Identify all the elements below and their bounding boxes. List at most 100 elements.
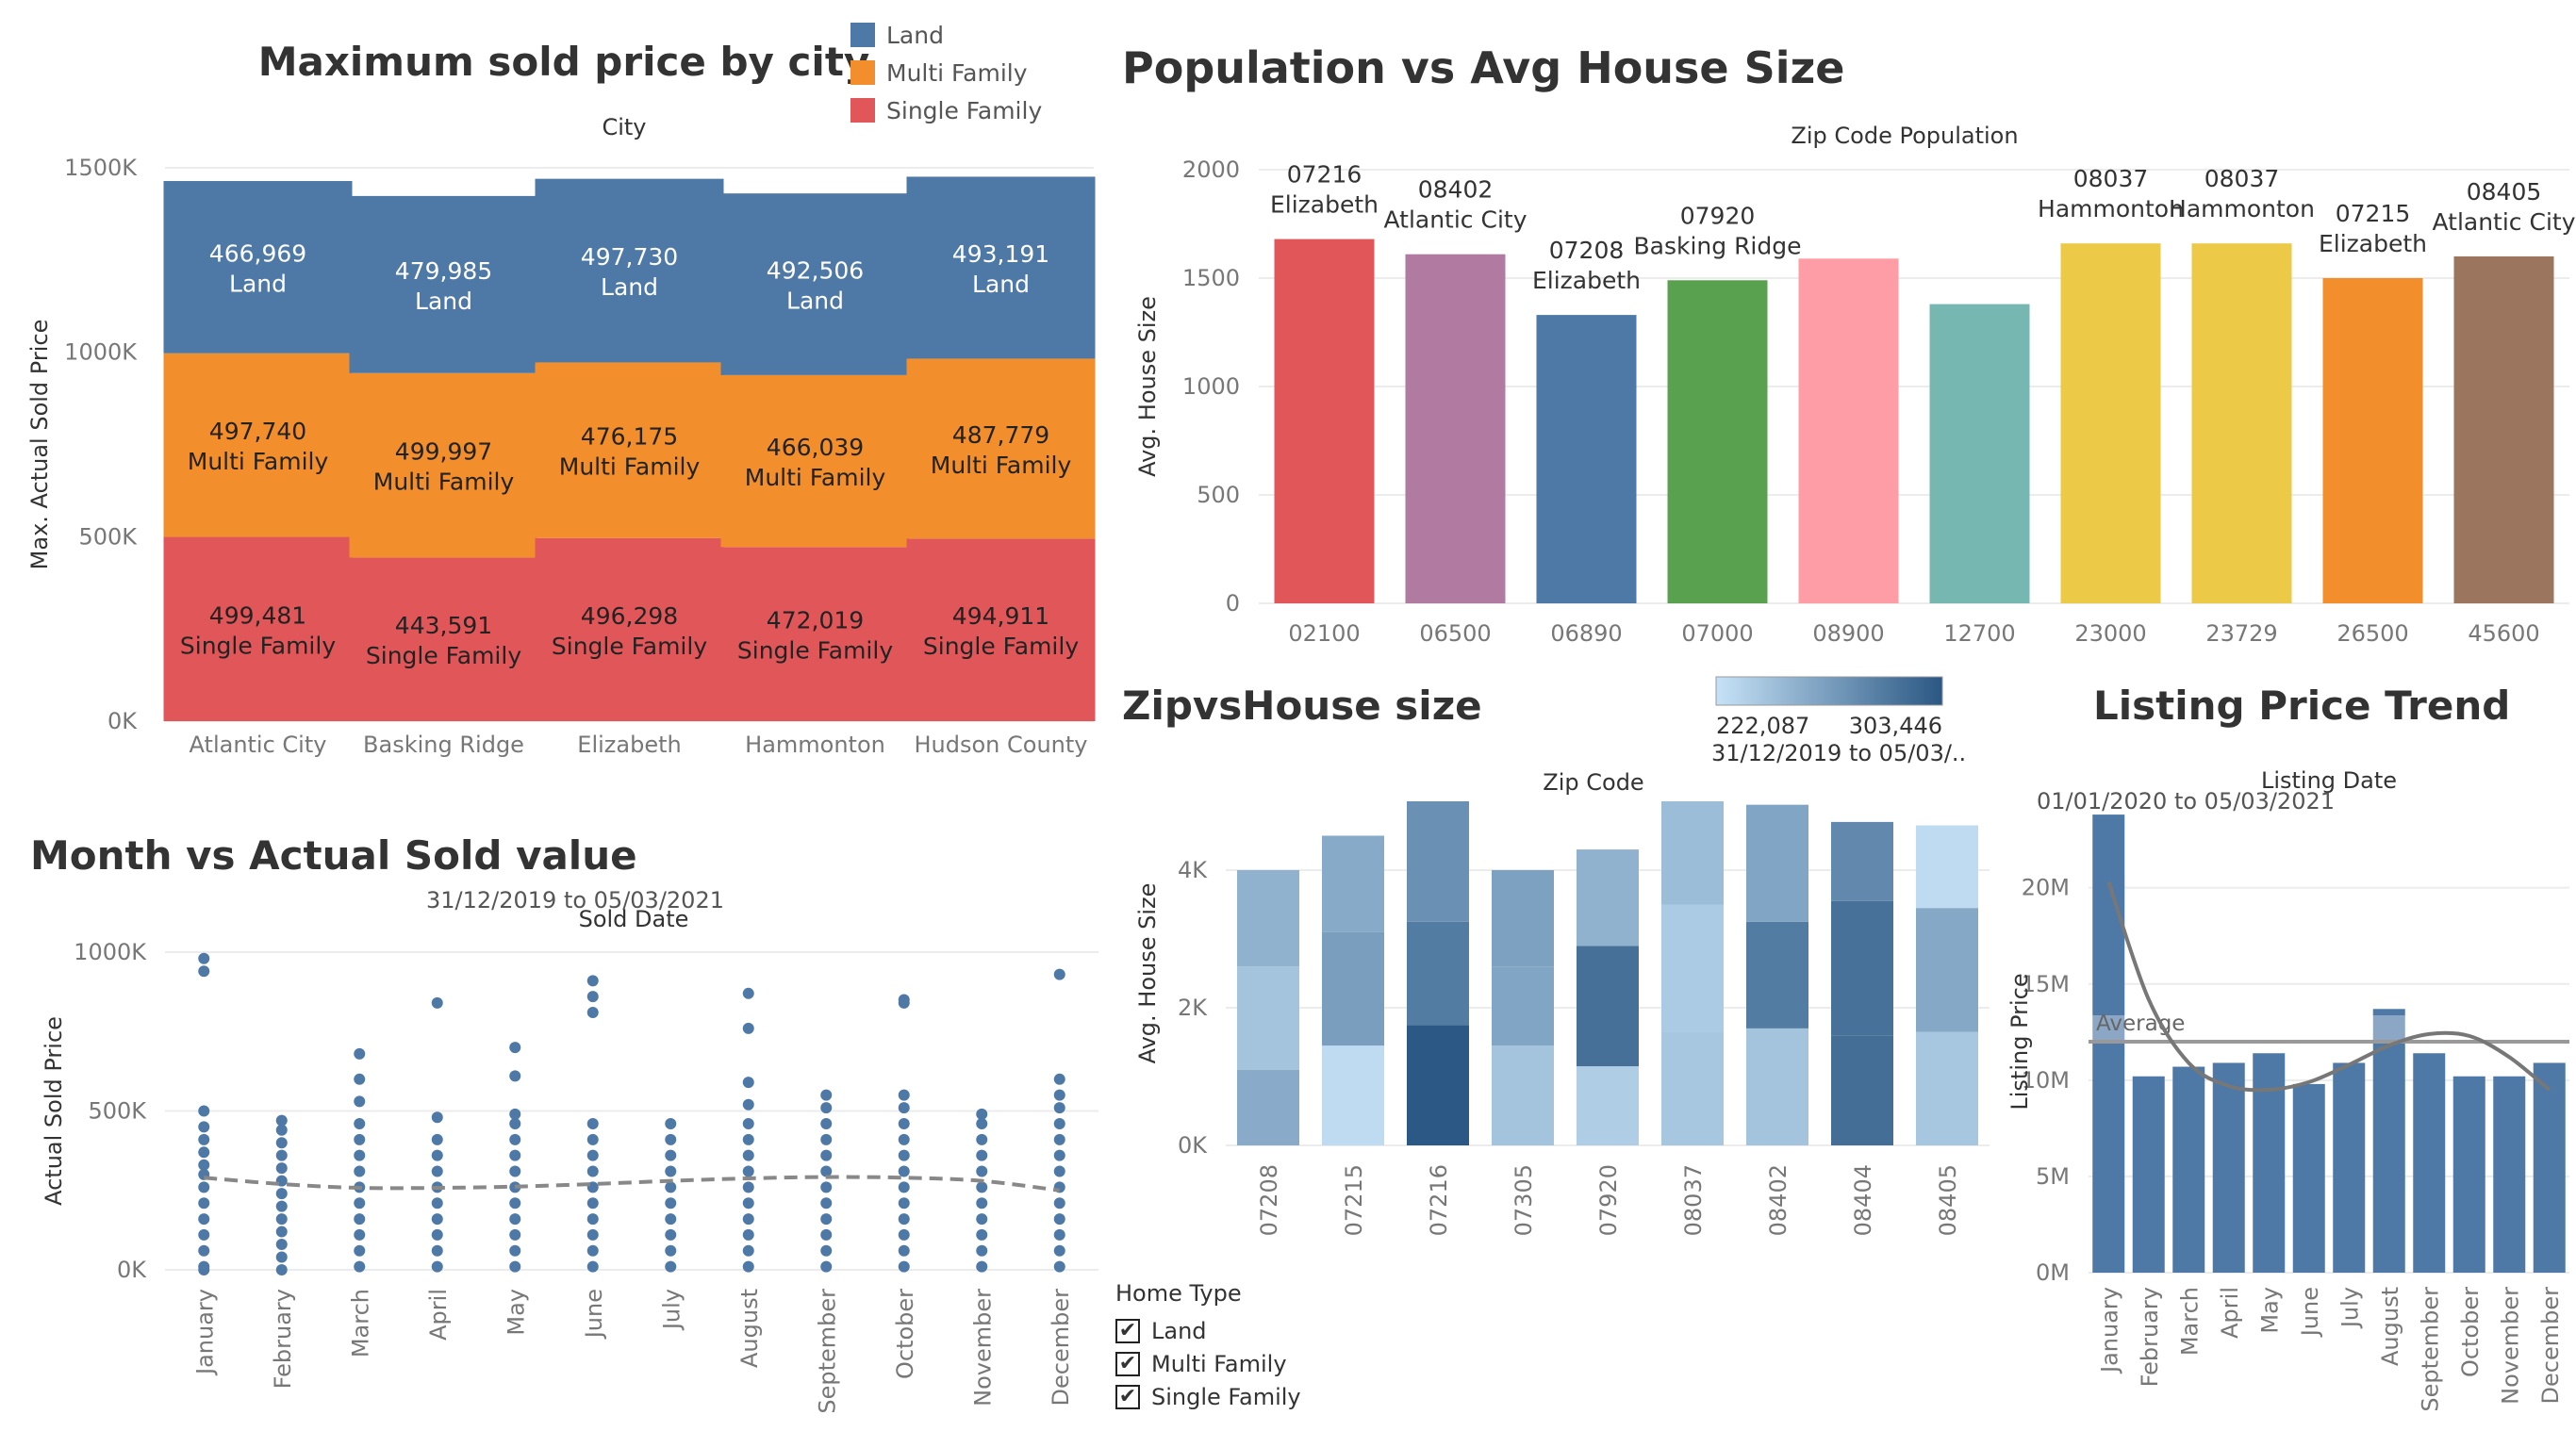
bar	[2533, 1062, 2566, 1273]
scatter-point	[198, 1197, 210, 1209]
y-axis-title: Avg. House Size	[1134, 883, 1161, 1064]
scatter-point	[1053, 1149, 1065, 1161]
bar-segment	[1831, 1035, 1893, 1145]
scatter-point	[586, 1228, 599, 1241]
zip-vs-house-size-chart: ZipvsHouse size 222,087 303,44631/12/2019 …	[1122, 676, 1990, 1236]
data-label-series: Land	[229, 270, 287, 297]
bar-label-zip: 08402	[1418, 176, 1494, 204]
checkbox-multi-family[interactable]: ✔	[1115, 1351, 1140, 1376]
bar-segment	[1916, 908, 1978, 1032]
scatter-point	[820, 1197, 833, 1209]
checkbox-single-family[interactable]: ✔	[1115, 1384, 1140, 1409]
bar-label-city: Elizabeth	[1270, 191, 1379, 219]
bar-segment	[1237, 966, 1299, 1070]
scatter-point	[976, 1260, 988, 1273]
scatter-point	[976, 1228, 988, 1241]
bar	[2453, 256, 2554, 603]
scatter-point	[198, 1260, 210, 1273]
bar-segment	[1237, 1069, 1299, 1145]
bar-segment	[1322, 931, 1384, 1046]
bar-label-zip: 07215	[2336, 200, 2411, 227]
data-label-series: Land	[601, 273, 658, 301]
bar	[2452, 1076, 2485, 1273]
data-label: 492,506	[767, 257, 864, 285]
scatter-point	[898, 1133, 910, 1145]
x-tick-label: August	[2377, 1287, 2403, 1366]
bar-segment	[535, 178, 724, 363]
scatter-point	[742, 1228, 754, 1241]
scatter-point	[820, 1165, 833, 1177]
scatter-point	[742, 1149, 754, 1161]
bar-segment	[163, 181, 353, 354]
x-tick-label: April	[425, 1289, 452, 1341]
scatter-point	[586, 1149, 599, 1161]
checkbox-land[interactable]: ✔	[1115, 1318, 1140, 1343]
scatter-point	[431, 1260, 443, 1273]
data-label: 499,997	[395, 438, 492, 466]
data-label: 466,969	[209, 239, 306, 267]
bar-label-zip: 07216	[1287, 161, 1362, 189]
x-tick-label: 08037	[1680, 1164, 1707, 1236]
bar	[1274, 239, 1375, 603]
scatter-point	[198, 1133, 210, 1145]
scatter-point	[198, 1121, 210, 1133]
scatter-point	[275, 1200, 288, 1212]
bar-segment	[349, 372, 538, 558]
bar	[1929, 304, 2030, 603]
bar-segment	[1661, 1031, 1724, 1145]
bar-segment	[535, 537, 724, 721]
scatter-point	[354, 1149, 366, 1161]
y-tick-label: 1000K	[64, 339, 138, 366]
data-label: 466,039	[767, 434, 864, 461]
scatter-point	[665, 1213, 677, 1226]
y-tick-label: 0K	[117, 1257, 147, 1283]
scatter-point	[742, 1197, 754, 1209]
x-tick-label: July	[2337, 1287, 2363, 1329]
bar-segment	[1407, 1025, 1469, 1145]
scatter-point	[509, 1244, 521, 1257]
chart-title: Listing Price Trend	[2093, 683, 2510, 729]
legend-label: Single Family	[886, 97, 1042, 124]
bar-segment	[906, 176, 1096, 359]
bar	[2060, 243, 2161, 603]
scatter-point	[509, 1149, 521, 1161]
bar-segment	[1492, 966, 1554, 1046]
y-axis-title: Actual Sold Price	[41, 1016, 67, 1206]
scatter-point	[431, 1197, 443, 1209]
column-header: Listing Date	[2261, 767, 2397, 794]
x-tick-label: Hammonton	[745, 732, 885, 758]
bar-segment	[1661, 801, 1724, 905]
scatter-point	[742, 1098, 754, 1111]
bar-segment	[535, 362, 724, 538]
filter-item-land[interactable]: ✔ Land	[1115, 1314, 1301, 1347]
bar	[2172, 1066, 2205, 1273]
x-tick-label: 06500	[1419, 620, 1491, 647]
filter-item-multi-family[interactable]: ✔ Multi Family	[1115, 1347, 1301, 1380]
scatter-point	[586, 1260, 599, 1273]
data-label: 496,298	[581, 602, 678, 630]
scatter-point	[198, 1105, 210, 1117]
scatter-point	[1053, 1165, 1065, 1177]
data-label: 479,985	[395, 257, 492, 285]
scatter-point	[665, 1165, 677, 1177]
chart-title: ZipvsHouse size	[1122, 683, 1482, 729]
bar-segment	[1916, 825, 1978, 909]
x-tick-label: November	[969, 1289, 996, 1407]
population-vs-house-size-chart: Population vs Avg House Size Zip Code Pop…	[1122, 42, 2576, 647]
bar-segment	[1746, 804, 1808, 922]
scatter-point	[898, 1228, 910, 1241]
scatter-point	[275, 1162, 288, 1175]
data-label: 497,730	[581, 243, 678, 271]
scatter-point	[1053, 1228, 1065, 1241]
bar-segment	[906, 358, 1096, 539]
filter-item-single-family[interactable]: ✔ Single Family	[1115, 1380, 1301, 1413]
data-label: 499,481	[209, 601, 306, 629]
x-tick-label: 02100	[1288, 620, 1360, 647]
data-label-series: Single Family	[180, 632, 336, 659]
bar-segment	[1492, 1045, 1554, 1145]
bar-segment	[1831, 900, 1893, 1036]
scatter-point	[742, 1213, 754, 1226]
x-tick-label: February	[2137, 1287, 2163, 1387]
bar-segment	[1746, 921, 1808, 1028]
scatter-point	[354, 1073, 366, 1085]
